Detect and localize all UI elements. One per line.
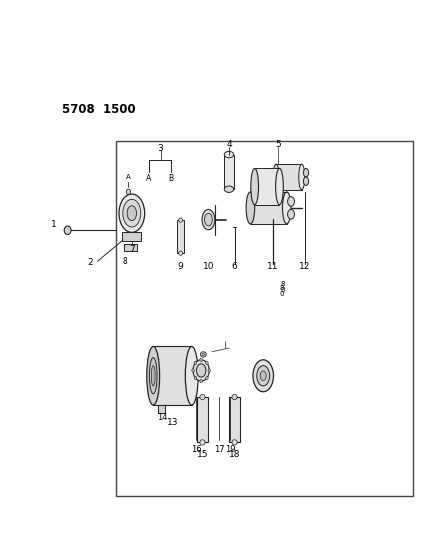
Ellipse shape — [260, 371, 266, 381]
Text: 1: 1 — [51, 221, 56, 229]
Text: 11: 11 — [268, 262, 279, 271]
Ellipse shape — [273, 164, 279, 190]
Text: 0: 0 — [279, 291, 284, 297]
Text: 16: 16 — [191, 445, 201, 454]
Ellipse shape — [200, 352, 206, 357]
Text: 19: 19 — [225, 445, 235, 454]
Ellipse shape — [200, 440, 205, 445]
Text: A: A — [126, 174, 131, 180]
Ellipse shape — [119, 194, 145, 232]
Ellipse shape — [253, 360, 273, 392]
Ellipse shape — [205, 376, 208, 379]
Text: B: B — [169, 174, 174, 183]
Ellipse shape — [232, 440, 237, 445]
Text: 0: 0 — [280, 287, 285, 293]
Ellipse shape — [147, 346, 160, 405]
Text: 17: 17 — [214, 445, 224, 454]
Text: 8: 8 — [279, 285, 284, 291]
Bar — [255, 168, 279, 205]
Ellipse shape — [179, 218, 182, 222]
Ellipse shape — [194, 361, 197, 365]
Text: 7: 7 — [129, 245, 135, 254]
Ellipse shape — [192, 369, 194, 372]
Ellipse shape — [224, 186, 234, 192]
Text: 9: 9 — [178, 262, 184, 271]
Text: 10: 10 — [203, 262, 214, 271]
Text: 12: 12 — [299, 262, 310, 271]
Bar — [197, 397, 208, 442]
Ellipse shape — [194, 376, 197, 379]
Ellipse shape — [200, 358, 202, 361]
Ellipse shape — [205, 213, 212, 226]
Text: 3: 3 — [158, 144, 163, 152]
Text: 14: 14 — [158, 413, 168, 422]
Text: 5: 5 — [275, 141, 281, 149]
Ellipse shape — [288, 197, 294, 206]
Ellipse shape — [196, 364, 206, 377]
Ellipse shape — [257, 366, 270, 386]
Ellipse shape — [276, 168, 283, 205]
Ellipse shape — [303, 177, 309, 185]
Bar — [224, 155, 234, 189]
Ellipse shape — [193, 360, 209, 381]
Text: 6: 6 — [232, 262, 238, 271]
Ellipse shape — [202, 353, 205, 356]
Text: 15: 15 — [197, 450, 208, 458]
Ellipse shape — [232, 394, 237, 400]
Ellipse shape — [282, 192, 291, 224]
Ellipse shape — [152, 366, 155, 386]
Text: 2: 2 — [88, 259, 93, 267]
Text: 8: 8 — [280, 280, 285, 287]
Ellipse shape — [179, 251, 182, 255]
Bar — [276, 164, 302, 190]
Ellipse shape — [208, 369, 211, 372]
Text: 13: 13 — [167, 418, 178, 426]
Bar — [153, 346, 192, 405]
Ellipse shape — [64, 226, 71, 235]
Bar — [250, 192, 287, 224]
Ellipse shape — [126, 189, 131, 195]
Ellipse shape — [123, 199, 141, 227]
Text: 4: 4 — [226, 141, 232, 149]
Bar — [177, 220, 184, 253]
Ellipse shape — [246, 192, 255, 224]
Text: 8: 8 — [122, 257, 127, 266]
Bar — [124, 244, 137, 251]
Ellipse shape — [200, 394, 205, 400]
Ellipse shape — [251, 168, 259, 205]
Ellipse shape — [185, 346, 198, 405]
Ellipse shape — [202, 209, 215, 230]
Ellipse shape — [288, 209, 294, 219]
Text: 5708  1500: 5708 1500 — [62, 103, 136, 116]
Bar — [158, 405, 165, 413]
Bar — [122, 232, 141, 241]
Ellipse shape — [224, 151, 234, 158]
Ellipse shape — [205, 361, 208, 365]
Ellipse shape — [303, 168, 309, 177]
Bar — [229, 397, 240, 442]
Text: 18: 18 — [229, 450, 240, 458]
Ellipse shape — [200, 379, 202, 383]
Ellipse shape — [299, 164, 305, 190]
Bar — [116, 141, 413, 496]
Ellipse shape — [127, 206, 137, 221]
Ellipse shape — [149, 358, 157, 394]
Text: A: A — [146, 174, 152, 183]
